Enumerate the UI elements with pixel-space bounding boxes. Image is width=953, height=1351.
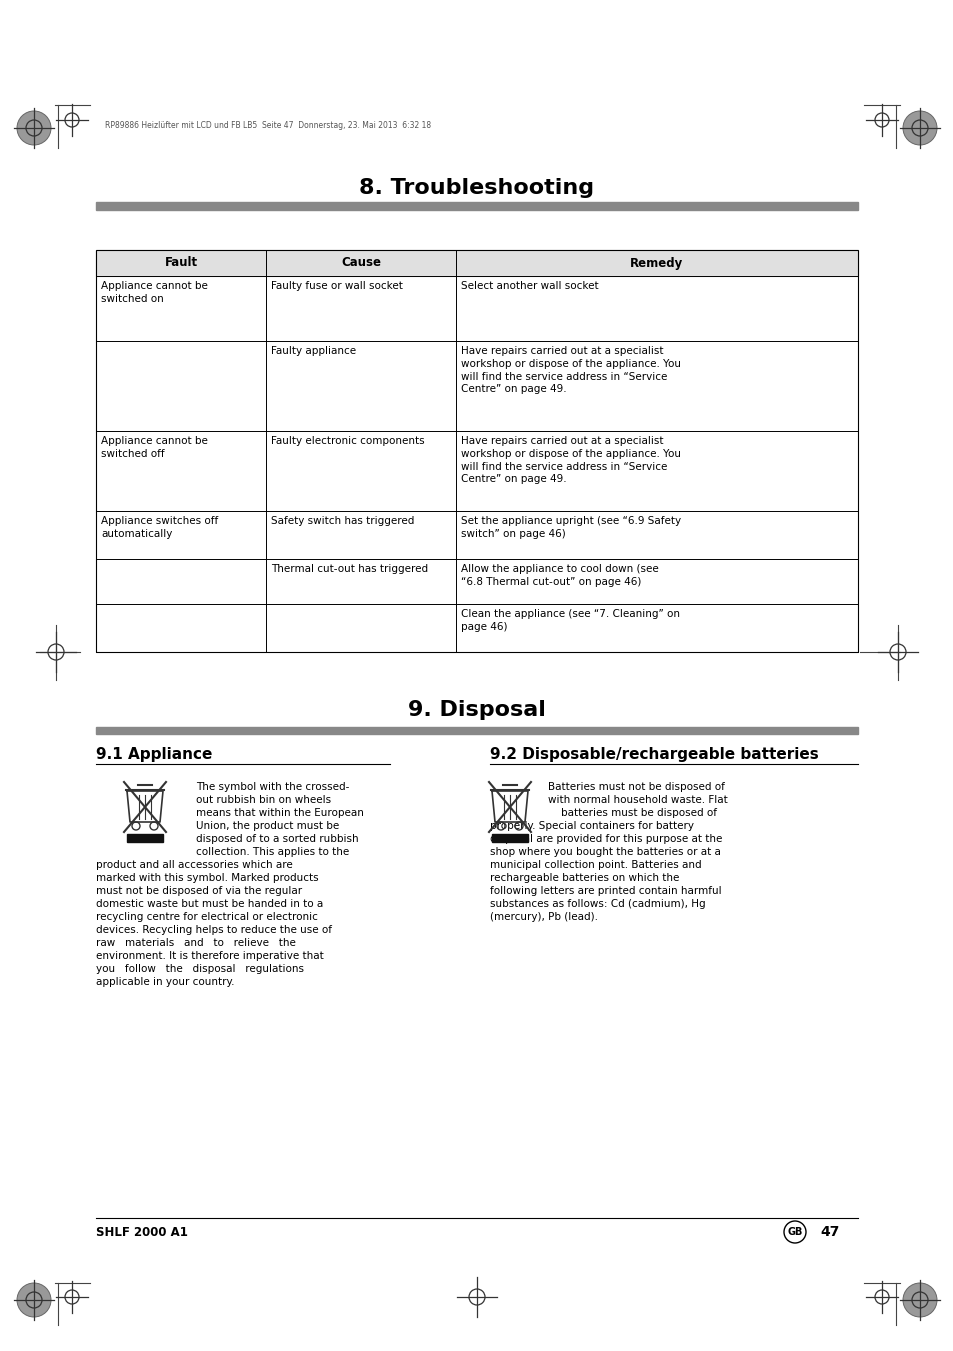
Circle shape	[17, 1283, 51, 1317]
Bar	[96, 727, 857, 734]
Text: 9.2 Disposable/rechargeable batteries: 9.2 Disposable/rechargeable batteries	[490, 747, 818, 762]
Text: rechargeable batteries on which the: rechargeable batteries on which the	[490, 873, 679, 884]
Text: Have repairs carried out at a specialist
workshop or dispose of the appliance. Y: Have repairs carried out at a specialist…	[460, 436, 680, 485]
Text: (mercury), Pb (lead).: (mercury), Pb (lead).	[490, 912, 598, 921]
Text: municipal collection point. Batteries and: municipal collection point. Batteries an…	[490, 861, 700, 870]
Text: must not be disposed of via the regular: must not be disposed of via the regular	[96, 886, 302, 896]
Text: The symbol with the crossed-: The symbol with the crossed-	[195, 782, 349, 792]
Text: RP89886 Heizlüfter mit LCD und FB LB5  Seite 47  Donnerstag, 23. Mai 2013  6:32 : RP89886 Heizlüfter mit LCD und FB LB5 Se…	[105, 120, 431, 130]
Text: Faulty electronic components: Faulty electronic components	[271, 436, 424, 446]
Text: Appliance switches off
automatically: Appliance switches off automatically	[101, 516, 218, 539]
Circle shape	[902, 111, 936, 145]
Text: Clean the appliance (see “7. Cleaning” on
page 46): Clean the appliance (see “7. Cleaning” o…	[460, 609, 679, 632]
Text: 9.1 Appliance: 9.1 Appliance	[96, 747, 213, 762]
Text: means that within the European: means that within the European	[195, 808, 363, 817]
Bar	[492, 834, 527, 842]
Circle shape	[17, 111, 51, 145]
Text: Faulty appliance: Faulty appliance	[271, 346, 355, 357]
Text: GB: GB	[786, 1227, 801, 1238]
Text: disposal are provided for this purpose at the: disposal are provided for this purpose a…	[490, 834, 721, 844]
Text: Set the appliance upright (see “6.9 Safety
switch” on page 46): Set the appliance upright (see “6.9 Safe…	[460, 516, 680, 539]
Text: Union, the product must be: Union, the product must be	[195, 821, 339, 831]
Text: you   follow   the   disposal   regulations: you follow the disposal regulations	[96, 965, 304, 974]
Text: out rubbish bin on wheels: out rubbish bin on wheels	[195, 794, 331, 805]
Text: collection. This applies to the: collection. This applies to the	[195, 847, 349, 857]
Text: Appliance cannot be
switched on: Appliance cannot be switched on	[101, 281, 208, 304]
Text: domestic waste but must be handed in to a: domestic waste but must be handed in to …	[96, 898, 323, 909]
Text: marked with this symbol. Marked products: marked with this symbol. Marked products	[96, 873, 318, 884]
Text: 9. Disposal: 9. Disposal	[408, 700, 545, 720]
Text: shop where you bought the batteries or at a: shop where you bought the batteries or a…	[490, 847, 720, 857]
Text: Thermal cut-out has triggered: Thermal cut-out has triggered	[271, 563, 428, 574]
Text: disposed of to a sorted rubbish: disposed of to a sorted rubbish	[195, 834, 358, 844]
Text: Cause: Cause	[340, 257, 380, 269]
Text: Remedy: Remedy	[630, 257, 683, 269]
Text: Have repairs carried out at a specialist
workshop or dispose of the appliance. Y: Have repairs carried out at a specialist…	[460, 346, 680, 394]
Bar	[96, 250, 857, 653]
Text: 8. Troubleshooting: 8. Troubleshooting	[359, 178, 594, 199]
Text: Appliance cannot be
switched off: Appliance cannot be switched off	[101, 436, 208, 459]
Text: recycling centre for electrical or electronic: recycling centre for electrical or elect…	[96, 912, 317, 921]
Text: SHLF 2000 A1: SHLF 2000 A1	[96, 1225, 188, 1239]
Text: 47: 47	[820, 1225, 839, 1239]
Text: substances as follows: Cd (cadmium), Hg: substances as follows: Cd (cadmium), Hg	[490, 898, 705, 909]
Text: batteries must be disposed of: batteries must be disposed of	[547, 808, 717, 817]
Bar	[96, 250, 857, 276]
Text: applicable in your country.: applicable in your country.	[96, 977, 234, 988]
Text: Safety switch has triggered: Safety switch has triggered	[271, 516, 414, 526]
Circle shape	[902, 1283, 936, 1317]
Bar	[96, 203, 857, 209]
Text: Batteries must not be disposed of: Batteries must not be disposed of	[547, 782, 724, 792]
Circle shape	[783, 1221, 805, 1243]
Text: with normal household waste. Flat: with normal household waste. Flat	[547, 794, 727, 805]
Text: raw   materials   and   to   relieve   the: raw materials and to relieve the	[96, 938, 295, 948]
Text: Faulty fuse or wall socket: Faulty fuse or wall socket	[271, 281, 402, 290]
Text: Fault: Fault	[164, 257, 197, 269]
Text: Select another wall socket: Select another wall socket	[460, 281, 598, 290]
Text: following letters are printed contain harmful: following letters are printed contain ha…	[490, 886, 720, 896]
Text: Allow the appliance to cool down (see
“6.8 Thermal cut-out” on page 46): Allow the appliance to cool down (see “6…	[460, 563, 659, 586]
Text: devices. Recycling helps to reduce the use of: devices. Recycling helps to reduce the u…	[96, 925, 332, 935]
Text: environment. It is therefore imperative that: environment. It is therefore imperative …	[96, 951, 323, 961]
Bar	[127, 834, 163, 842]
Text: properly. Special containers for battery: properly. Special containers for battery	[490, 821, 693, 831]
Text: product and all accessories which are: product and all accessories which are	[96, 861, 293, 870]
